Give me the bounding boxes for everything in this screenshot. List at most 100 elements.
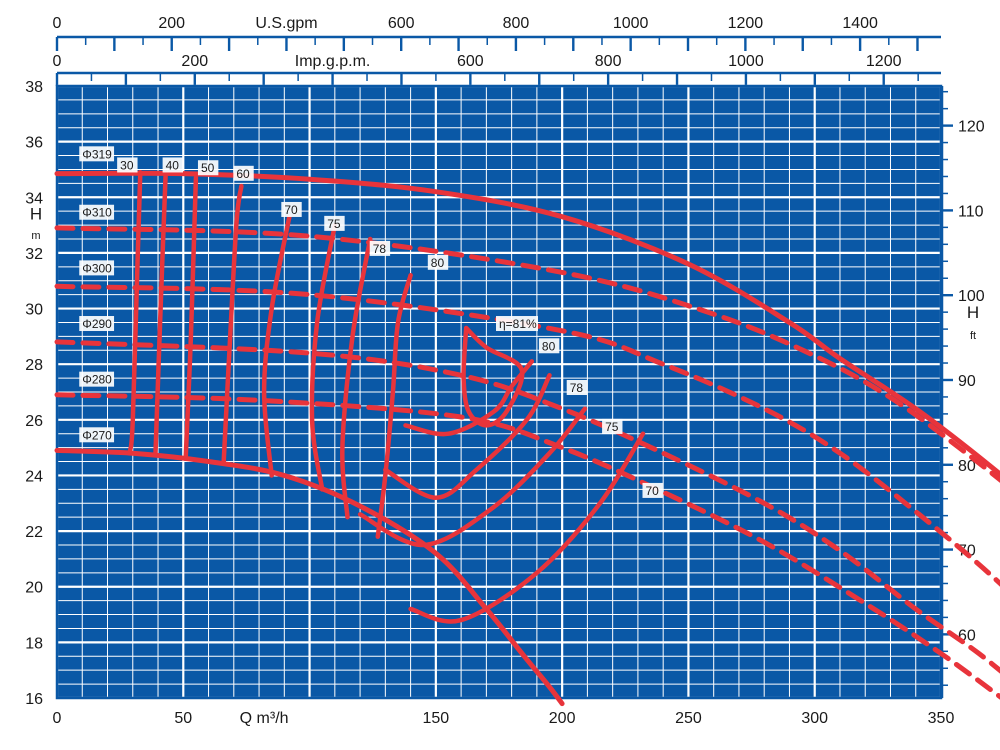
usgpm-axis-label: U.S.gpm xyxy=(255,15,317,32)
impeller-label-bg xyxy=(79,260,115,276)
x-tick-label: 50 xyxy=(174,710,192,727)
efficiency-label: 70 xyxy=(645,484,659,498)
efficiency-curve xyxy=(309,222,338,492)
efficiency-label: 30 xyxy=(120,158,134,172)
efficiency-label-bg xyxy=(117,157,138,173)
x-tick-label: 150 xyxy=(423,710,450,727)
efficiency-curve xyxy=(357,406,588,548)
efficiency-label-bg xyxy=(162,157,184,173)
left-axis-metres: 16 18 20 22 24 26 28 30 32 34 36 38 Hm xyxy=(25,79,43,708)
efficiency-curve xyxy=(127,169,143,453)
impeller-curve xyxy=(54,447,565,707)
y-tick-label-m: 32 xyxy=(25,246,43,263)
usgpm-tick-label: 1000 xyxy=(613,15,649,32)
y-tick-label-m: 26 xyxy=(25,413,43,430)
efficiency-label: η=81% xyxy=(499,317,537,331)
usgpm-tick-label: 600 xyxy=(388,15,415,32)
efficiency-label: 40 xyxy=(166,158,180,172)
usgpm-tick-label: 800 xyxy=(503,15,530,32)
efficiency-curve xyxy=(461,325,525,428)
y-tick-label-m: 22 xyxy=(25,524,43,541)
efficiency-curve xyxy=(403,359,535,437)
efficiency-label: 60 xyxy=(236,167,250,181)
y-tick-label-ft: 120 xyxy=(958,119,985,136)
impgpm-tick-label: 0 xyxy=(53,53,62,70)
top-axes: 0 200 600 800 1000 1200 1400 U.S.gpm 0 200 600 800 1… xyxy=(53,15,941,86)
impgpm-tick-label: 1200 xyxy=(866,53,902,70)
y-tick-label-m: 36 xyxy=(25,135,43,152)
efficiency-label: 75 xyxy=(605,420,619,434)
impgpm-tick-label: 200 xyxy=(181,53,208,70)
efficiency-label: 78 xyxy=(373,242,387,256)
efficiency-curve xyxy=(340,236,373,520)
bottom-axis-flow: 0 50 150 200 250 300 350 Q m³/h xyxy=(53,710,955,727)
y-tick-label-m: 30 xyxy=(25,302,43,319)
y-axis-label-unit: m xyxy=(31,230,40,242)
efficiency-label-bg xyxy=(197,160,219,176)
impeller-label-bg xyxy=(79,316,115,332)
impeller-label-bg xyxy=(79,371,115,387)
x-tick-label: 200 xyxy=(549,710,576,727)
y-tick-label-ft: 80 xyxy=(958,458,976,475)
efficiency-label-bg xyxy=(324,215,345,231)
efficiency-label-bg xyxy=(427,254,449,270)
efficiency-curve xyxy=(153,172,168,456)
efficiency-label-bg xyxy=(566,380,588,395)
efficiency-label-bg xyxy=(538,338,560,354)
efficiency-curve xyxy=(221,183,244,464)
impeller-curve xyxy=(54,339,1000,674)
usgpm-tick-label: 0 xyxy=(53,15,62,32)
impgpm-tick-label: 800 xyxy=(595,53,622,70)
x-tick-label: 0 xyxy=(53,710,62,727)
efficiency-label-bg xyxy=(602,418,623,434)
efficiency-label-bg xyxy=(233,165,254,181)
usgpm-tick-label: 200 xyxy=(158,15,185,32)
y-tick-label-m: 16 xyxy=(25,691,43,708)
impeller-label-bg xyxy=(79,204,115,220)
y-tick-label-ft: 90 xyxy=(958,373,976,390)
x-tick-label: 300 xyxy=(801,710,828,727)
x-tick-label: 350 xyxy=(928,710,955,727)
efficiency-curve xyxy=(183,175,199,459)
y-tick-label-m: 28 xyxy=(25,357,43,374)
impeller-label: Φ319 xyxy=(82,147,112,161)
impgpm-tick-label: 600 xyxy=(457,53,484,70)
efficiency-label-bg xyxy=(642,482,663,498)
impgpm-tick-label: 1000 xyxy=(728,53,764,70)
right-axis-label-unit: ft xyxy=(970,330,976,342)
impeller-label-bg xyxy=(79,427,115,443)
impeller-label-bg xyxy=(79,146,115,162)
y-tick-label-m: 38 xyxy=(25,79,43,96)
usgpm-tick-label: 1400 xyxy=(842,15,878,32)
efficiency-label: 78 xyxy=(570,381,584,395)
y-tick-label-ft: 100 xyxy=(958,288,985,305)
plot-area xyxy=(55,84,943,700)
y-tick-label-m: 18 xyxy=(25,635,43,652)
impeller-curve xyxy=(54,170,1000,478)
x-axis-label: Q m³/h xyxy=(240,710,289,727)
y-tick-label-m: 24 xyxy=(25,468,43,485)
curves: Φ319 Φ310 Φ300 Φ290 Φ280 Φ270 30 40 50 60 70 75 78 80… xyxy=(54,146,1000,707)
efficiency-label: 75 xyxy=(327,217,341,231)
efficiency-label-bg xyxy=(369,240,391,256)
y-tick-label-ft: 110 xyxy=(958,203,984,220)
y-tick-label-m: 20 xyxy=(25,580,43,597)
efficiency-curve xyxy=(383,373,552,500)
efficiency-label-bg xyxy=(281,201,302,217)
efficiency-label-bg xyxy=(496,316,538,332)
impeller-label: Φ310 xyxy=(82,206,112,220)
efficiency-curve xyxy=(375,272,413,539)
efficiency-label: 50 xyxy=(201,161,215,175)
x-tick-label: 250 xyxy=(675,710,702,727)
efficiency-label: 80 xyxy=(542,339,556,353)
right-axis-label-main: H xyxy=(967,303,979,322)
usgpm-tick-label: 1200 xyxy=(728,15,764,32)
impeller-label: Φ300 xyxy=(82,261,112,275)
impeller-curve xyxy=(54,392,1000,700)
efficiency-curve xyxy=(408,431,646,624)
impeller-curve xyxy=(54,283,1000,587)
impeller-label: Φ290 xyxy=(82,317,112,331)
efficiency-label: 80 xyxy=(431,256,445,270)
